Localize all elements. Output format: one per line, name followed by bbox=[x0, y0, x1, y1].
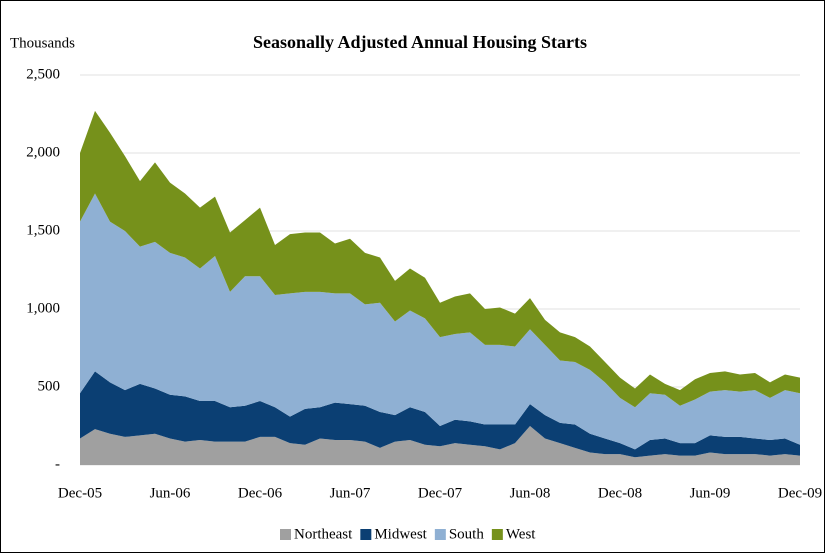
x-tick-label: Dec-09 bbox=[778, 485, 822, 501]
x-tick-label: Jun-08 bbox=[510, 485, 551, 501]
x-tick-label: Dec-08 bbox=[598, 485, 642, 501]
y-tick-label: 2,500 bbox=[26, 66, 60, 82]
y-tick-label: 500 bbox=[38, 378, 61, 394]
legend-label: Northeast bbox=[294, 526, 353, 542]
x-tick-label: Jun-06 bbox=[150, 485, 191, 501]
legend-label: South bbox=[449, 526, 485, 542]
x-tick-label: Jun-07 bbox=[330, 485, 371, 501]
legend-swatch bbox=[360, 529, 372, 540]
legend-label: West bbox=[506, 526, 536, 542]
x-tick-label: Dec-07 bbox=[418, 485, 463, 501]
y-axis-label: Thousands bbox=[10, 35, 75, 51]
y-tick-label: 2,000 bbox=[26, 144, 60, 160]
legend-swatch bbox=[280, 529, 291, 540]
area bbox=[80, 426, 800, 465]
area bbox=[80, 193, 800, 450]
chart-title: Seasonally Adjusted Annual Housing Start… bbox=[253, 32, 587, 52]
y-tick-label: - bbox=[55, 456, 60, 472]
y-tick-label: 1,500 bbox=[26, 222, 60, 238]
x-tick-label: Dec-05 bbox=[58, 485, 102, 501]
y-tick-label: 1,000 bbox=[26, 300, 60, 316]
x-tick-label: Jun-09 bbox=[690, 485, 731, 501]
x-tick-label: Dec-06 bbox=[238, 485, 283, 501]
legend-label: Midwest bbox=[374, 526, 427, 542]
area bbox=[80, 110, 800, 408]
legend-swatch bbox=[491, 529, 503, 540]
area bbox=[80, 371, 800, 458]
legend-swatch bbox=[434, 529, 446, 540]
